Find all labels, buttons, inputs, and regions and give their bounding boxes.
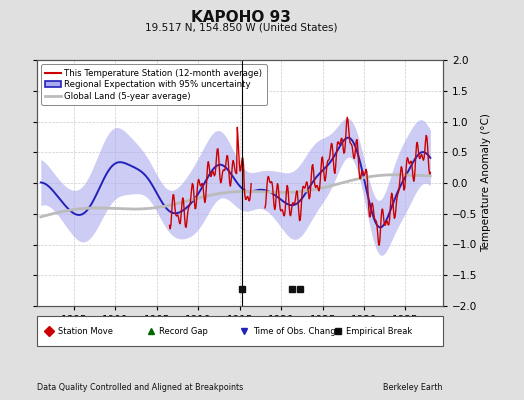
Legend: This Temperature Station (12-month average), Regional Expectation with 95% uncer: This Temperature Station (12-month avera… (41, 64, 267, 105)
Text: Time of Obs. Change: Time of Obs. Change (253, 326, 341, 336)
Text: KAPOHO 93: KAPOHO 93 (191, 10, 291, 25)
Text: Data Quality Controlled and Aligned at Breakpoints: Data Quality Controlled and Aligned at B… (37, 383, 243, 392)
Text: 19.517 N, 154.850 W (United States): 19.517 N, 154.850 W (United States) (145, 22, 337, 32)
Text: Station Move: Station Move (58, 326, 113, 336)
Text: Empirical Break: Empirical Break (346, 326, 412, 336)
Y-axis label: Temperature Anomaly (°C): Temperature Anomaly (°C) (482, 114, 492, 252)
Text: Record Gap: Record Gap (159, 326, 209, 336)
Text: Berkeley Earth: Berkeley Earth (384, 383, 443, 392)
